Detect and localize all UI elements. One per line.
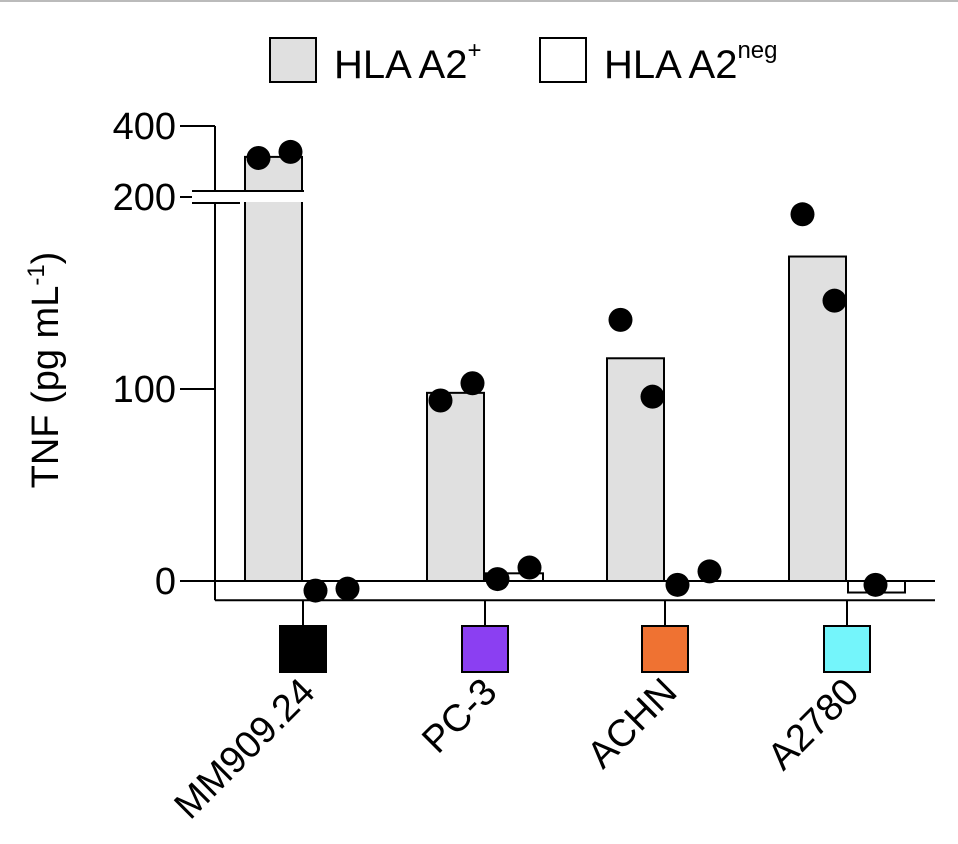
category-swatch (461, 625, 509, 673)
y-tick-label: 400 (113, 106, 176, 148)
legend-label: HLA A2+ (334, 37, 481, 87)
y-label-text: TNF (pg mL (25, 286, 67, 489)
x-tick-label: A2780 (760, 671, 867, 778)
y-label-suffix: ) (25, 252, 67, 265)
x-tick-label: ACHN (580, 671, 686, 777)
y-label-superscript: -1 (23, 264, 50, 285)
category-swatch (823, 625, 871, 673)
data-point (665, 572, 690, 597)
y-tick-label: 200 (113, 177, 176, 219)
y-tick-label: 100 (113, 369, 176, 411)
data-point (246, 145, 271, 170)
legend-name: HLA A2 (334, 43, 467, 87)
legend-superscript: + (467, 37, 481, 64)
data-point (822, 288, 847, 313)
data-point (303, 578, 328, 603)
data-point (335, 576, 360, 601)
data-point (460, 371, 485, 396)
data-point (608, 307, 633, 332)
legend-swatch (539, 37, 587, 83)
bar (426, 391, 485, 582)
data-point (790, 202, 815, 227)
data-point (278, 139, 303, 164)
category-swatch (279, 625, 327, 673)
legend-superscript: neg (737, 37, 777, 64)
legend-name: HLA A2 (604, 43, 737, 87)
legend-swatch (269, 37, 317, 83)
data-point (517, 555, 542, 580)
axis-break-gap (192, 192, 304, 202)
data-point (428, 388, 453, 413)
legend-label: HLA A2neg (604, 37, 777, 87)
bar (244, 155, 303, 582)
data-point (640, 384, 665, 409)
y-axis-label: TNF (pg mL-1) (23, 252, 67, 489)
data-point (697, 559, 722, 584)
data-point (863, 572, 888, 597)
category-swatch (641, 625, 689, 673)
data-point (485, 567, 510, 592)
x-tick-label: MM909.24 (167, 671, 324, 828)
y-tick-label: 0 (155, 561, 176, 603)
x-tick-label: PC-3 (414, 671, 505, 762)
